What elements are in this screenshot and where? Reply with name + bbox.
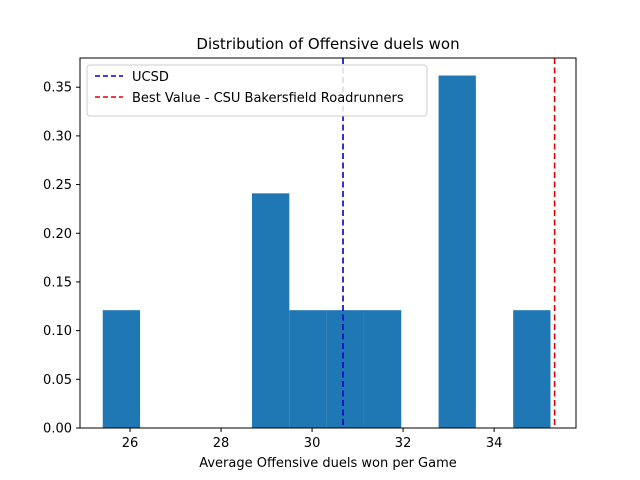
x-axis-label: Average Offensive duels won per Game [199, 456, 457, 471]
x-tick-label: 28 [213, 436, 230, 451]
reference-lines-layer [342, 58, 556, 428]
x-tick-label: 34 [486, 436, 503, 451]
x-tick-label: 26 [122, 436, 139, 451]
histogram-bar [363, 310, 402, 428]
bars-layer [102, 75, 551, 429]
histogram-bar [326, 310, 364, 428]
y-tick-label: 0.20 [43, 227, 72, 242]
y-axis-ticks: 0.00 0.05 0.10 0.15 0.20 0.25 0.30 0.35 [43, 81, 80, 437]
x-tick-label: 32 [395, 436, 412, 451]
plot-area-frame [79, 57, 577, 429]
y-tick-label: 0.15 [43, 275, 72, 290]
histogram-bar [289, 310, 327, 428]
histogram-bar [438, 75, 476, 429]
y-tick-label: 0.05 [43, 373, 72, 388]
x-tick-label: 30 [304, 436, 321, 451]
histogram-bar [102, 310, 141, 428]
legend-label-best-value: Best Value - CSU Bakersfield Roadrunners [132, 91, 404, 106]
y-tick-label: 0.30 [43, 129, 72, 144]
legend-label-ucsd: UCSD [132, 70, 169, 85]
y-tick-label: 0.10 [43, 324, 72, 339]
histogram-bar [252, 193, 290, 428]
legend-frame [86, 64, 428, 117]
chart-title: Distribution of Offensive duels won [196, 35, 459, 53]
y-tick-label: 0.00 [43, 422, 72, 437]
y-tick-label: 0.35 [43, 81, 72, 96]
histogram-bar [513, 310, 551, 428]
x-axis-ticks: 26 28 30 32 34 [122, 428, 503, 451]
legend: UCSD Best Value - CSU Bakersfield Roadru… [86, 64, 428, 117]
y-tick-label: 0.25 [43, 178, 72, 193]
